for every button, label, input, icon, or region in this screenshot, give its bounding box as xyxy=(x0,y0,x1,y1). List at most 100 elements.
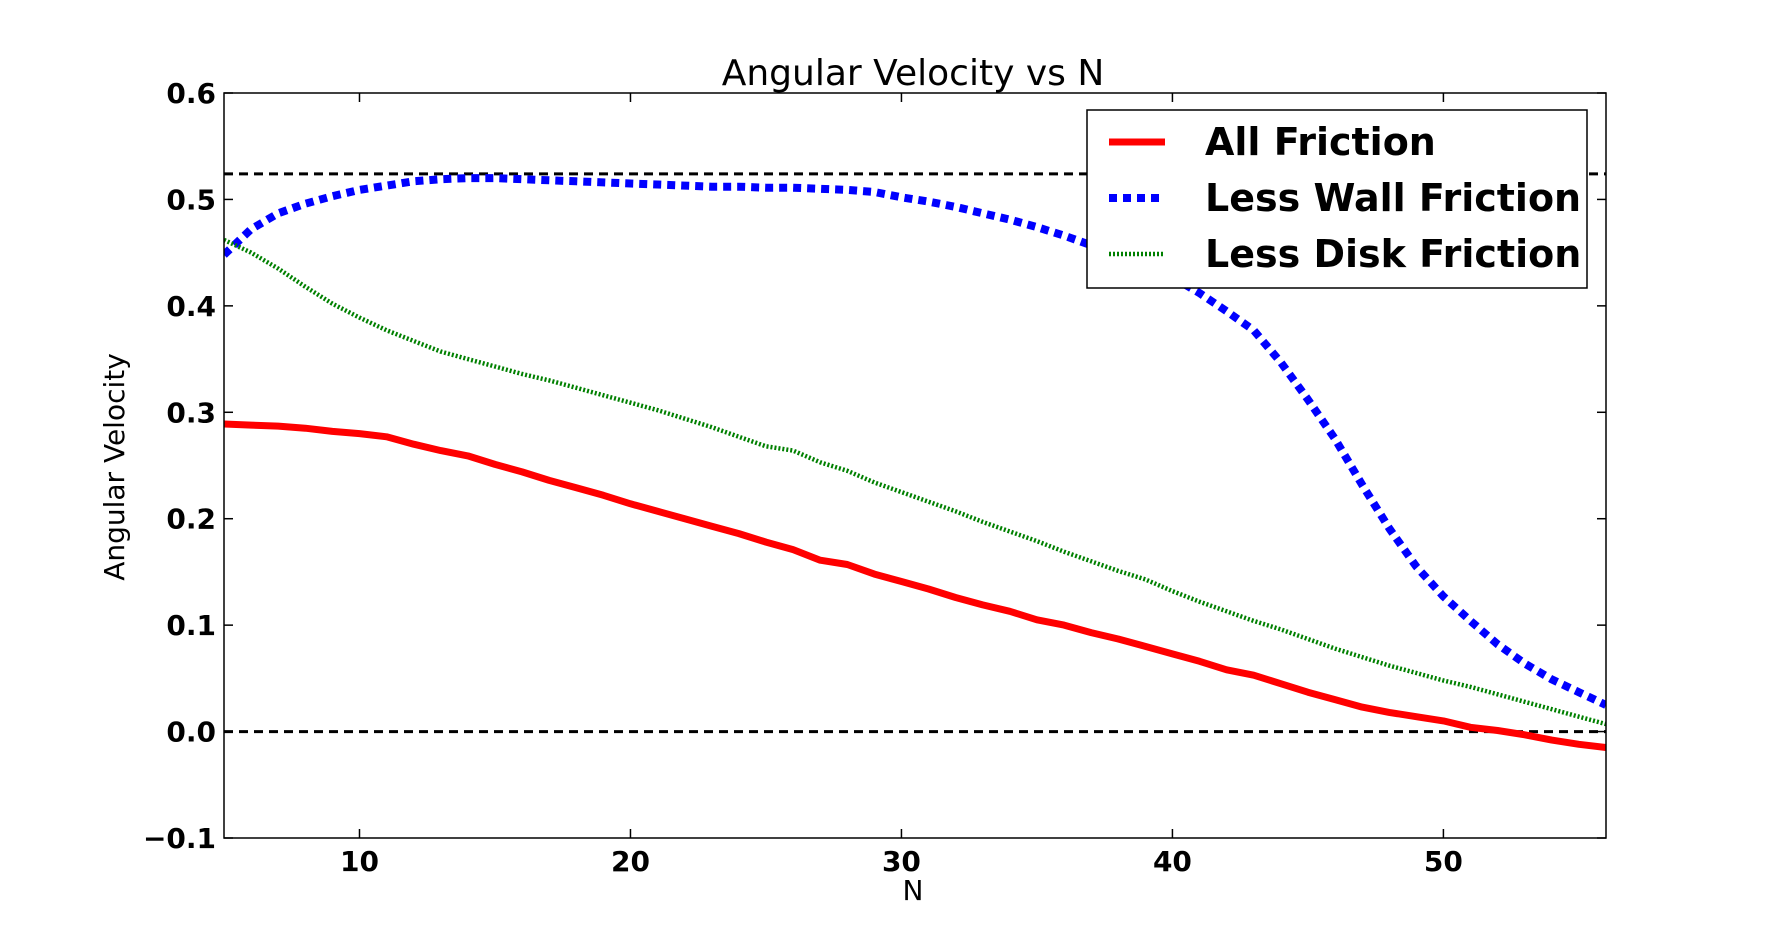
data-point-s0-22 xyxy=(820,560,821,561)
data-point-s1-38 xyxy=(1253,330,1254,331)
legend: All Friction Less Wall Friction Less Disk … xyxy=(1086,109,1588,289)
data-point-s1-6 xyxy=(386,185,387,186)
data-point-s0-30 xyxy=(1037,619,1038,620)
series-line-1 xyxy=(224,174,1606,709)
data-point-s1-24 xyxy=(874,192,875,193)
data-point-s0-38 xyxy=(1253,675,1254,676)
data-point-s1-44 xyxy=(1416,566,1417,567)
data-point-s0-34 xyxy=(1145,646,1146,647)
y-tick-label-7: 0.6 xyxy=(166,77,216,110)
chart-title: Angular Velocity vs N xyxy=(722,53,1105,94)
data-point-s2-19 xyxy=(739,436,740,437)
data-point-s0-25 xyxy=(901,581,902,582)
data-point-s0-33 xyxy=(1118,639,1119,640)
data-point-s2-3 xyxy=(305,286,306,287)
data-point-s2-41 xyxy=(1335,648,1336,649)
data-point-s2-29 xyxy=(1009,531,1010,532)
data-point-s2-27 xyxy=(955,511,956,512)
data-point-s1-40 xyxy=(1308,399,1309,400)
data-point-s1-9 xyxy=(468,178,469,179)
data-point-s1-13 xyxy=(576,181,577,182)
data-point-s2-49 xyxy=(1551,709,1552,710)
data-point-s2-20 xyxy=(766,446,767,447)
data-point-s2-48 xyxy=(1524,701,1525,702)
data-point-s1-7 xyxy=(413,181,414,182)
plot-area: 10 20 30 40 50 −0.1 0.0 0.1 0.2 0.3 0.4 0.5 0.6 xyxy=(143,77,1607,878)
x-tick-label-4: 50 xyxy=(1424,845,1463,878)
data-point-s1-8 xyxy=(440,179,441,180)
data-point-s0-20 xyxy=(766,542,767,543)
data-point-s2-14 xyxy=(603,395,604,396)
x-tick-label-1: 20 xyxy=(611,845,650,878)
data-point-s1-11 xyxy=(522,179,523,180)
data-point-s2-34 xyxy=(1145,579,1146,580)
plot-frame xyxy=(223,92,1607,839)
x-tick-label-3: 40 xyxy=(1153,845,1192,878)
legend-label-0: All Friction xyxy=(1205,120,1436,164)
data-point-s0-36 xyxy=(1199,661,1200,662)
data-point-s2-6 xyxy=(386,330,387,331)
data-point-s1-49 xyxy=(1551,679,1552,680)
data-point-s1-16 xyxy=(657,184,658,185)
data-point-s2-22 xyxy=(820,462,821,463)
data-point-s1-23 xyxy=(847,190,848,191)
data-point-s2-43 xyxy=(1389,665,1390,666)
legend-box xyxy=(1086,109,1588,289)
data-point-s1-1 xyxy=(251,229,252,230)
data-point-s2-24 xyxy=(874,482,875,483)
data-point-s0-17 xyxy=(684,518,685,519)
data-point-s0-27 xyxy=(955,597,956,598)
data-point-s0-13 xyxy=(576,487,577,488)
data-point-s2-37 xyxy=(1226,611,1227,612)
data-point-s2-1 xyxy=(251,252,252,253)
x-tick-label-0: 10 xyxy=(340,845,379,878)
data-point-s1-45 xyxy=(1443,596,1444,597)
data-point-s2-9 xyxy=(468,359,469,360)
series-line-0 xyxy=(224,420,1606,751)
y-tick-label-0: −0.1 xyxy=(143,822,216,855)
data-point-s2-39 xyxy=(1280,629,1281,630)
data-point-s0-21 xyxy=(793,549,794,550)
data-point-s1-31 xyxy=(1064,235,1065,236)
data-point-s1-39 xyxy=(1280,362,1281,363)
data-point-s2-40 xyxy=(1308,639,1309,640)
data-point-s0-26 xyxy=(928,589,929,590)
data-point-s2-33 xyxy=(1118,571,1119,572)
data-point-s1-27 xyxy=(955,207,956,208)
data-point-s2-45 xyxy=(1443,680,1444,681)
data-point-s2-26 xyxy=(928,501,929,502)
data-point-s1-43 xyxy=(1389,528,1390,529)
data-point-s2-38 xyxy=(1253,621,1254,622)
y-tick-label-6: 0.5 xyxy=(166,183,216,216)
data-point-s0-29 xyxy=(1009,611,1010,612)
data-point-s2-50 xyxy=(1579,716,1580,717)
data-point-s2-36 xyxy=(1199,601,1200,602)
data-point-s2-25 xyxy=(901,492,902,493)
data-point-s2-44 xyxy=(1416,673,1417,674)
y-axis-label: Angular Velocity xyxy=(98,353,131,581)
data-point-s1-41 xyxy=(1335,439,1336,440)
y-tick-label-2: 0.1 xyxy=(166,609,216,642)
y-tick-label-5: 0.4 xyxy=(166,290,216,323)
data-point-s0-15 xyxy=(630,503,631,504)
data-point-s2-18 xyxy=(711,427,712,428)
data-point-s0-45 xyxy=(1443,721,1444,722)
data-point-s2-12 xyxy=(549,380,550,381)
data-point-s2-5 xyxy=(359,317,360,318)
legend-label-1: Less Wall Friction xyxy=(1205,176,1581,220)
data-point-s1-2 xyxy=(278,213,279,214)
data-point-s1-22 xyxy=(820,188,821,189)
data-point-s2-4 xyxy=(332,303,333,304)
data-point-s2-31 xyxy=(1064,551,1065,552)
data-point-s1-21 xyxy=(793,187,794,188)
data-point-s1-3 xyxy=(305,203,306,204)
data-point-s1-37 xyxy=(1226,311,1227,312)
data-point-s0-6 xyxy=(386,436,387,437)
data-point-s0-32 xyxy=(1091,632,1092,633)
data-point-s0-24 xyxy=(874,574,875,575)
data-point-s0-5 xyxy=(359,433,360,434)
data-point-s2-46 xyxy=(1470,687,1471,688)
y-tick-label-1: 0.0 xyxy=(166,716,216,749)
data-point-s0-37 xyxy=(1226,669,1227,670)
